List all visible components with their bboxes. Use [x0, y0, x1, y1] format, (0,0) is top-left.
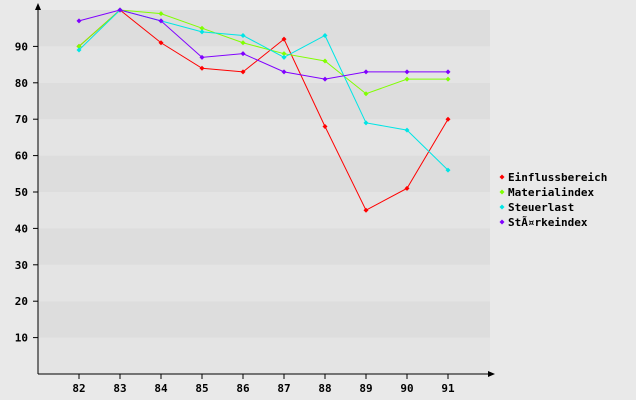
y-tick-label: 60	[15, 150, 28, 163]
x-tick-label: 90	[400, 382, 413, 395]
data-point	[322, 123, 328, 129]
data-point	[199, 25, 205, 31]
data-point	[199, 29, 205, 35]
legend-marker	[499, 174, 505, 180]
series-lines	[76, 7, 451, 213]
x-axis-arrow	[488, 371, 495, 377]
data-point	[158, 18, 164, 24]
y-axis-arrow	[35, 3, 41, 10]
legend-item: Steuerlast	[499, 201, 574, 214]
data-point	[445, 167, 451, 173]
legend-item: StÃ¤rkeindex	[499, 216, 588, 229]
grid-band	[38, 10, 490, 47]
x-tick-label: 88	[318, 382, 331, 395]
data-point	[199, 65, 205, 71]
grid-band	[38, 119, 490, 156]
data-point	[281, 54, 287, 60]
data-point	[240, 32, 246, 38]
data-point	[281, 51, 287, 57]
data-point	[117, 7, 123, 13]
series-4	[76, 7, 451, 82]
data-point	[281, 36, 287, 42]
grid-band	[38, 192, 490, 229]
data-point	[404, 127, 410, 133]
data-point	[363, 120, 369, 126]
x-tick-label: 84	[154, 382, 168, 395]
series-line	[78, 9, 448, 95]
y-tick-label: 80	[15, 77, 28, 90]
x-tick-label: 82	[72, 382, 85, 395]
series-line	[78, 9, 448, 80]
legend-marker	[499, 204, 505, 210]
legend: Einflussbereich Materialindex Steuerlast St…	[499, 171, 607, 229]
data-point	[158, 40, 164, 46]
data-point	[322, 76, 328, 82]
plot-background	[38, 10, 490, 374]
x-tick-label: 86	[236, 382, 250, 395]
data-point	[322, 32, 328, 38]
data-point	[322, 58, 328, 64]
x-tick-label: 85	[195, 382, 208, 395]
y-tick-label: 40	[15, 222, 28, 235]
y-tick-label: 50	[15, 186, 28, 199]
grid-band	[38, 228, 490, 265]
grid-band	[38, 301, 490, 338]
data-point	[404, 76, 410, 82]
y-tick-label: 30	[15, 259, 28, 272]
data-point	[240, 69, 246, 75]
legend-marker	[499, 219, 505, 225]
x-tick-label: 83	[113, 382, 126, 395]
grid-band	[38, 337, 490, 374]
data-point	[158, 11, 164, 17]
data-point	[363, 69, 369, 75]
y-axis-ticks: 10 20 30 40 50 60 70 80 90	[15, 40, 38, 345]
legend-label: Materialindex	[508, 186, 594, 199]
series-line	[78, 9, 449, 211]
x-tick-label: 91	[441, 382, 455, 395]
data-point	[445, 116, 451, 122]
y-tick-label: 70	[15, 113, 28, 126]
x-axis-ticks: 82 83 84 85 86 87 88 89 90 91	[72, 374, 455, 395]
data-point	[445, 76, 451, 82]
data-point	[404, 69, 410, 75]
legend-item: Einflussbereich	[499, 171, 607, 184]
axes	[35, 3, 495, 377]
data-point	[240, 51, 246, 57]
data-point	[76, 47, 82, 53]
data-point	[363, 91, 369, 97]
y-tick-label: 90	[15, 40, 28, 53]
legend-item: Materialindex	[499, 186, 594, 199]
grid-band	[38, 155, 490, 192]
x-tick-label: 87	[277, 382, 290, 395]
legend-marker	[499, 189, 505, 195]
data-point	[76, 43, 82, 49]
grid-band	[38, 264, 490, 302]
data-point	[240, 40, 246, 46]
y-tick-label: 20	[15, 295, 28, 308]
data-point	[281, 69, 287, 75]
grid-band	[38, 82, 490, 120]
data-point	[404, 185, 410, 191]
data-point	[363, 207, 369, 213]
x-tick-label: 89	[359, 382, 372, 395]
data-point	[445, 69, 451, 75]
legend-label: StÃ¤rkeindex	[508, 216, 588, 229]
legend-label: Steuerlast	[508, 201, 574, 214]
y-tick-label: 10	[15, 332, 28, 345]
data-point	[199, 54, 205, 60]
legend-label: Einflussbereich	[508, 171, 607, 184]
grid-band	[38, 46, 490, 83]
data-point	[76, 18, 82, 24]
